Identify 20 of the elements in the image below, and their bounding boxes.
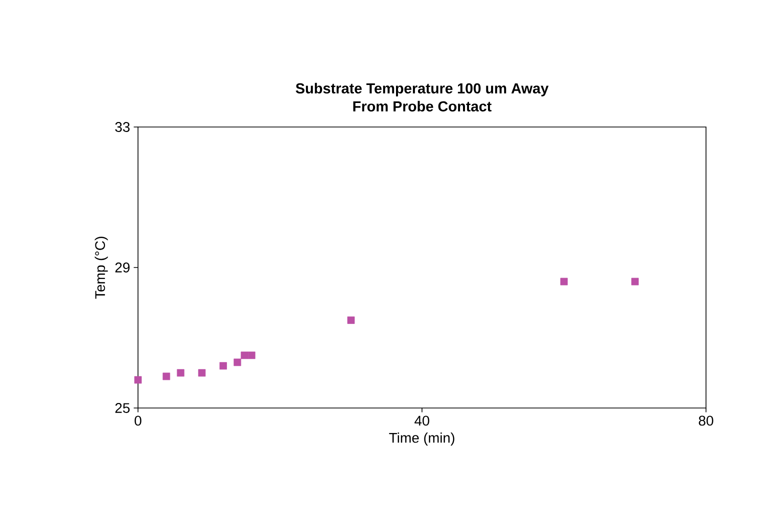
point: [134, 376, 142, 384]
point: [240, 352, 248, 360]
x-tick-label: 80: [698, 416, 714, 426]
y-tick-label: 29: [115, 262, 130, 272]
point: [162, 372, 170, 380]
point: [347, 316, 355, 324]
point: [234, 358, 242, 366]
y-tick-label: 33: [115, 122, 130, 132]
point: [220, 362, 227, 370]
point: [248, 352, 256, 360]
chart-title: Substrate Temperature 100 um Away From Probe Contact: [296, 82, 549, 112]
point: [631, 278, 639, 286]
x-tick-label: 0: [134, 416, 142, 426]
x-tick-label: 40: [414, 416, 430, 426]
y-tick-label: 25: [115, 403, 130, 413]
point: [560, 278, 568, 286]
y-axis-title: Temp (°C): [94, 236, 108, 299]
point: [176, 369, 184, 377]
x-axis-title: Time (min): [389, 432, 454, 446]
point: [198, 369, 206, 377]
